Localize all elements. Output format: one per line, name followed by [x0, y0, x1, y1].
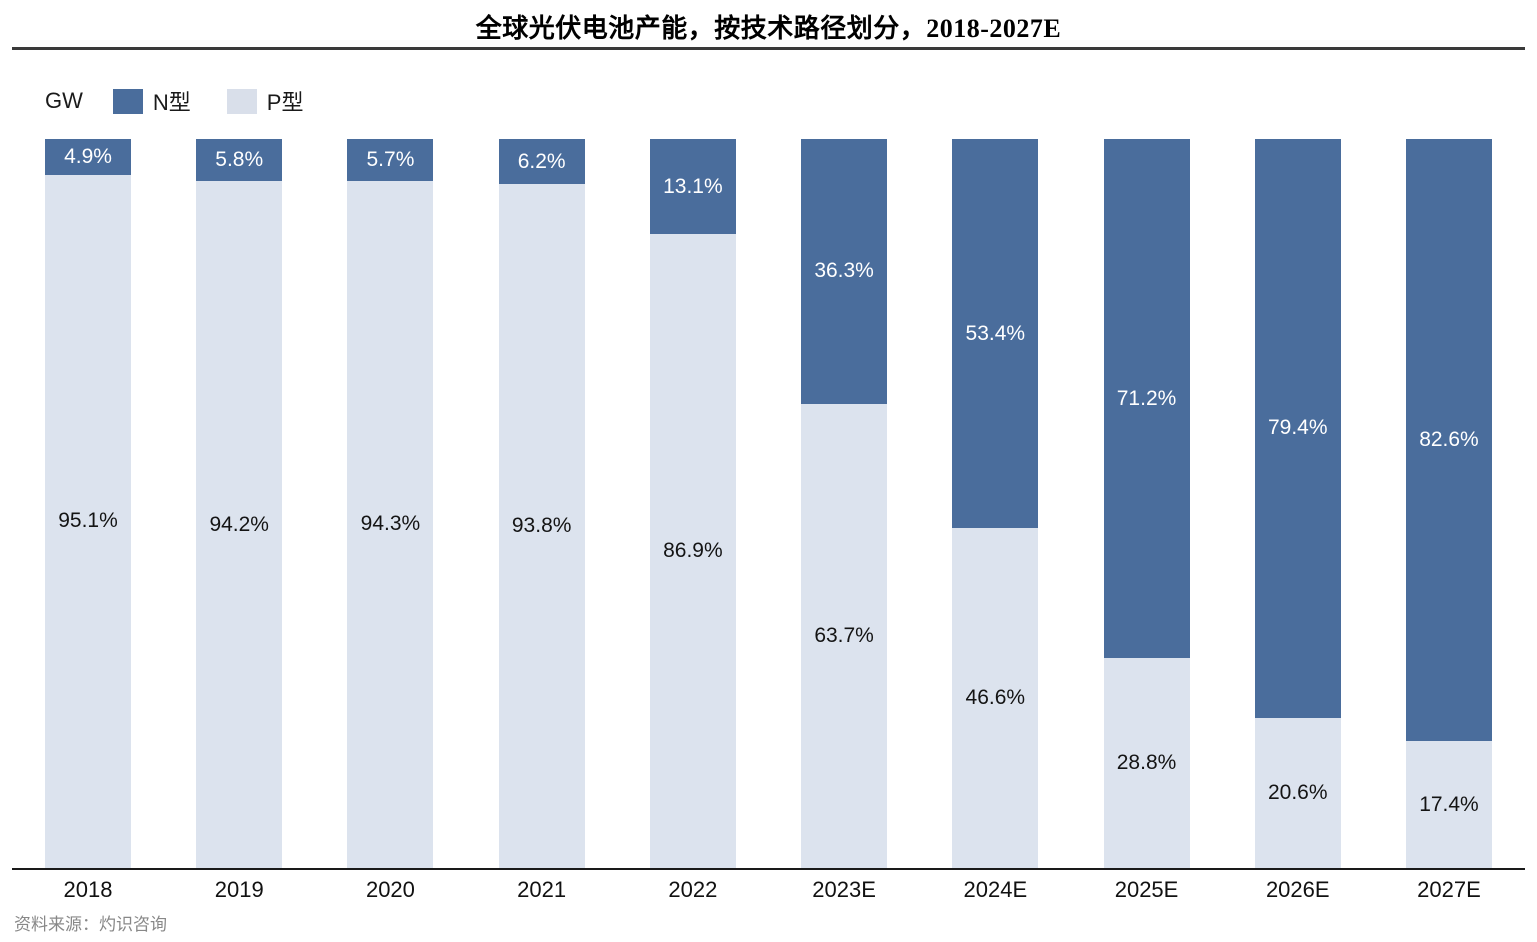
- legend-label-n-type: N型: [152, 90, 191, 115]
- segment-value-label: 93.8%: [511, 514, 572, 538]
- x-tick-2026e: 2026E: [1265, 877, 1330, 902]
- legend-swatch-p-type: [226, 88, 257, 114]
- segment-p-type: 20.6%: [1254, 717, 1341, 868]
- segment-value-label: 63.7%: [814, 623, 874, 647]
- segment-value-label: 53.4%: [965, 321, 1026, 345]
- bar-2019: 5.8% 94.2%: [196, 139, 283, 868]
- segment-value-label: 36.3%: [814, 259, 874, 283]
- segment-value-label: 71.2%: [1116, 386, 1177, 410]
- legend-swatch-n-type: [112, 88, 143, 114]
- legend-label-p-type: P型: [266, 90, 304, 115]
- bar-2023e: 36.3% 63.7%: [801, 139, 888, 868]
- x-tick-2018: 2018: [63, 877, 113, 902]
- x-tick-2027e: 2027E: [1417, 877, 1481, 902]
- bar-2020: 5.7% 94.3%: [347, 139, 434, 868]
- x-axis-labels: 2018 2019 2020 2021 2022 2023E 2024E 202…: [45, 877, 1492, 903]
- bar-2025e: 71.2% 28.8%: [1103, 139, 1190, 868]
- segment-value-label: 5.7%: [366, 147, 415, 171]
- segment-value-label: 95.1%: [58, 509, 118, 533]
- segment-n-type: 4.9%: [45, 139, 131, 175]
- bar-2018: 4.9% 95.1%: [45, 139, 131, 868]
- segment-n-type: 82.6%: [1405, 139, 1492, 742]
- segment-n-type: 6.2%: [498, 139, 585, 185]
- segment-p-type: 46.6%: [952, 528, 1039, 868]
- segment-value-label: 20.6%: [1267, 780, 1328, 804]
- y-axis-unit-label: GW: [45, 88, 83, 113]
- x-tick-2019: 2019: [214, 877, 264, 902]
- segment-value-label: 28.8%: [1116, 751, 1177, 775]
- segment-n-type: 36.3%: [801, 139, 888, 404]
- bar-2024e: 53.4% 46.6%: [952, 139, 1039, 868]
- source-note: 资料来源：灼识咨询: [14, 915, 167, 934]
- segment-value-label: 5.8%: [215, 148, 264, 172]
- x-tick-2020: 2020: [365, 877, 415, 902]
- segment-p-type: 94.3%: [347, 180, 434, 868]
- segment-n-type: 71.2%: [1103, 139, 1190, 659]
- segment-p-type: 94.2%: [196, 181, 283, 868]
- title-divider: [12, 47, 1525, 50]
- segment-value-label: 94.2%: [209, 512, 269, 536]
- segment-p-type: 28.8%: [1103, 658, 1190, 868]
- segment-n-type: 79.4%: [1254, 139, 1341, 718]
- segment-p-type: 63.7%: [801, 403, 888, 868]
- segment-value-label: 17.4%: [1419, 792, 1479, 816]
- x-tick-2025e: 2025E: [1114, 877, 1179, 902]
- bar-2021: 6.2% 93.8%: [498, 139, 585, 868]
- segment-n-type: 5.8%: [196, 139, 283, 182]
- x-axis-line: [12, 868, 1525, 870]
- segment-value-label: 13.1%: [663, 174, 723, 198]
- bar-2027e: 82.6% 17.4%: [1405, 139, 1492, 868]
- segment-value-label: 86.9%: [663, 539, 723, 563]
- segment-value-label: 82.6%: [1419, 428, 1479, 452]
- x-tick-2021: 2021: [517, 877, 567, 902]
- x-tick-2022: 2022: [668, 877, 718, 902]
- x-tick-2023e: 2023E: [812, 877, 876, 902]
- legend: GW N型 P型: [45, 85, 339, 117]
- segment-value-label: 46.6%: [965, 686, 1026, 710]
- chart-title: 全球光伏电池产能，按技术路径划分，2018-2027E: [475, 14, 1062, 43]
- segment-n-type: 5.7%: [347, 139, 434, 181]
- segment-value-label: 4.9%: [64, 144, 112, 168]
- segment-value-label: 94.3%: [360, 512, 421, 536]
- segment-p-type: 95.1%: [45, 174, 131, 868]
- bar-2022: 13.1% 86.9%: [649, 139, 736, 868]
- segment-n-type: 13.1%: [649, 139, 736, 235]
- segment-value-label: 79.4%: [1267, 416, 1328, 440]
- x-tick-2024e: 2024E: [963, 877, 1028, 902]
- segment-p-type: 86.9%: [649, 234, 736, 868]
- segment-n-type: 53.4%: [952, 139, 1039, 529]
- segment-value-label: 6.2%: [517, 149, 566, 173]
- bar-2026e: 79.4% 20.6%: [1254, 139, 1341, 868]
- segment-p-type: 17.4%: [1405, 741, 1492, 868]
- segment-p-type: 93.8%: [498, 184, 585, 868]
- plot-area: 4.9% 95.1% 5.8% 94.2% 5.7% 94.3% 6.2% 93…: [45, 139, 1492, 868]
